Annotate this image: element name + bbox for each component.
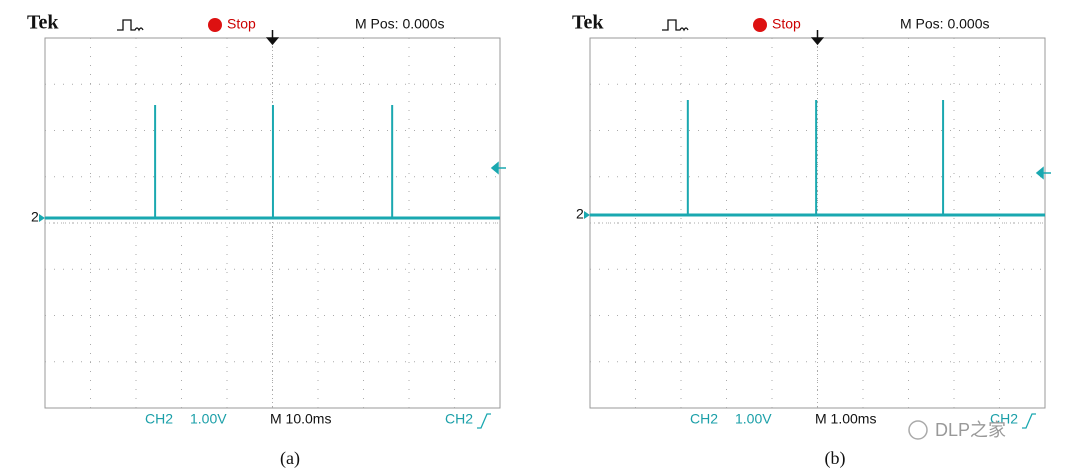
brand-label: Tek xyxy=(572,12,604,34)
trigger-position-arrow xyxy=(810,30,825,46)
watermark: DLP之家 xyxy=(935,420,1006,440)
scope-screen: 2 Tek Stop M Pos: 0.000s CH2 1.00V M 10.0ms CH2… xyxy=(27,12,506,469)
ground-arrow xyxy=(39,214,45,222)
trigger-channel-label: CH2 xyxy=(445,411,473,427)
channel-label: CH2 xyxy=(145,411,173,427)
volts-label: 1.00V xyxy=(735,411,772,427)
trigger-slope-icon xyxy=(477,413,491,429)
timebase-label: M 10.0ms xyxy=(270,411,331,427)
stop-indicator xyxy=(208,18,222,32)
trigger-level-arrow xyxy=(490,161,506,175)
watermark-icon xyxy=(908,420,928,440)
scope-screen: 2 Tek Stop M Pos: 0.000s CH2 1.00V M 1.00ms CH2… xyxy=(572,12,1051,469)
caption: (a) xyxy=(280,448,300,469)
status-label: Stop xyxy=(772,16,801,32)
ground-arrow xyxy=(584,211,590,219)
position-label: M Pos: 0.000s xyxy=(900,16,990,32)
trigger-slope-icon xyxy=(1022,413,1036,429)
position-label: M Pos: 0.000s xyxy=(355,16,445,32)
channel-label: CH2 xyxy=(690,411,718,427)
volts-label: 1.00V xyxy=(190,411,227,427)
timebase-label: M 1.00ms xyxy=(815,411,876,427)
stop-indicator xyxy=(753,18,767,32)
channel-marker: 2 xyxy=(576,206,584,222)
caption: (b) xyxy=(825,448,846,469)
acquire-icon xyxy=(117,19,144,32)
brand-label: Tek xyxy=(27,12,59,34)
channel-marker: 2 xyxy=(31,209,39,225)
status-label: Stop xyxy=(227,16,256,32)
trigger-channel-label: CH2 xyxy=(990,411,1018,427)
trigger-level-arrow xyxy=(1035,166,1051,180)
trigger-position-arrow xyxy=(265,30,280,46)
acquire-icon xyxy=(662,19,689,32)
